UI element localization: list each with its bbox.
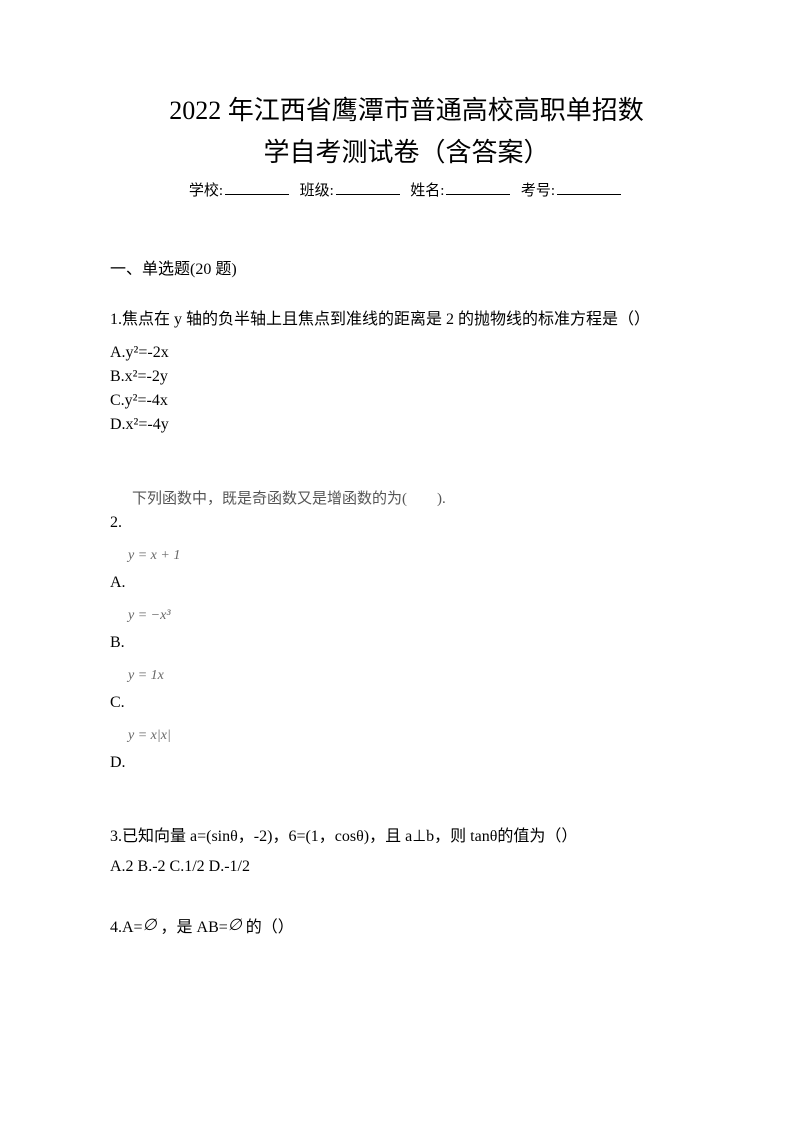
section-header: 一、单选题(20 题)	[110, 255, 703, 279]
q2-stem-row: 下列函数中，既是奇函数又是增函数的为( ).	[110, 487, 703, 508]
q4-phi-1: ∅	[143, 917, 157, 934]
q1-stem: 1.焦点在 y 轴的负半轴上且焦点到准线的距离是 2 的抛物线的标准方程是（）	[110, 303, 703, 337]
school-label: 学校:	[189, 183, 223, 199]
q1-option-b: B.x²=-2y	[110, 365, 703, 389]
q1-option-c: C.y²=-4x	[110, 389, 703, 413]
title-line-1: 2022 年江西省鹰潭市普通高校高职单招数	[110, 90, 703, 132]
q4-block: 4.A=∅ ，是 AB=∅ 的（）	[110, 913, 703, 943]
q2-number: 2.	[110, 514, 703, 532]
q2-option-d-label: D.	[110, 754, 171, 772]
name-blank[interactable]	[446, 179, 510, 195]
school-blank[interactable]	[225, 179, 289, 195]
q2-option-b-label: B.	[110, 634, 171, 652]
exam-page: 2022 年江西省鹰潭市普通高校高职单招数 学自考测试卷（含答案） 学校: 班级…	[0, 0, 793, 1122]
q3-block: 3.已知向量 a=(sinθ，-2)，6=(1，cosθ)，且 a⊥b，则 ta…	[110, 822, 703, 883]
class-blank[interactable]	[336, 179, 400, 195]
exam-title: 2022 年江西省鹰潭市普通高校高职单招数 学自考测试卷（含答案）	[110, 90, 703, 173]
q2-option-b-row: y = −x³ B.	[110, 608, 703, 652]
q2-option-b-math: y = −x³	[128, 608, 171, 624]
examno-label: 考号:	[521, 183, 555, 199]
q4-mid: ，是 AB=	[157, 919, 228, 936]
q2-option-c-row: y = 1x C.	[110, 668, 703, 712]
q2-option-d-row: y = x|x| D.	[110, 728, 703, 772]
q2-option-a-label: A.	[110, 574, 180, 592]
q2-option-a-math: y = x + 1	[128, 548, 180, 564]
examno-blank[interactable]	[557, 179, 621, 195]
q1-option-d: D.x²=-4y	[110, 413, 703, 437]
q2-option-c-math: y = 1x	[128, 668, 164, 684]
q2-stem: 下列函数中，既是奇函数又是增函数的为( ).	[132, 487, 703, 508]
q1-options: A.y²=-2x B.x²=-2y C.y²=-4x D.x²=-4y	[110, 341, 703, 437]
q1-option-a: A.y²=-2x	[110, 341, 703, 365]
q2-option-d-math: y = x|x|	[128, 728, 171, 744]
name-label: 姓名:	[410, 183, 444, 199]
q2-block: 下列函数中，既是奇函数又是增函数的为( ). 2. y = x + 1 A. y…	[110, 487, 703, 772]
class-label: 班级:	[300, 183, 334, 199]
q2-option-a-row: y = x + 1 A.	[110, 548, 703, 592]
student-meta-line: 学校: 班级: 姓名: 考号:	[110, 179, 703, 200]
title-line-2: 学自考测试卷（含答案）	[110, 132, 703, 174]
q4-phi-2: ∅	[228, 917, 242, 934]
q4-prefix: 4.A=	[110, 919, 143, 936]
q3-stem: 3.已知向量 a=(sinθ，-2)，6=(1，cosθ)，且 a⊥b，则 ta…	[110, 822, 703, 852]
q3-options: A.2 B.-2 C.1/2 D.-1/2	[110, 852, 703, 882]
q2-option-c-label: C.	[110, 694, 164, 712]
q4-suffix: 的（）	[242, 919, 294, 936]
